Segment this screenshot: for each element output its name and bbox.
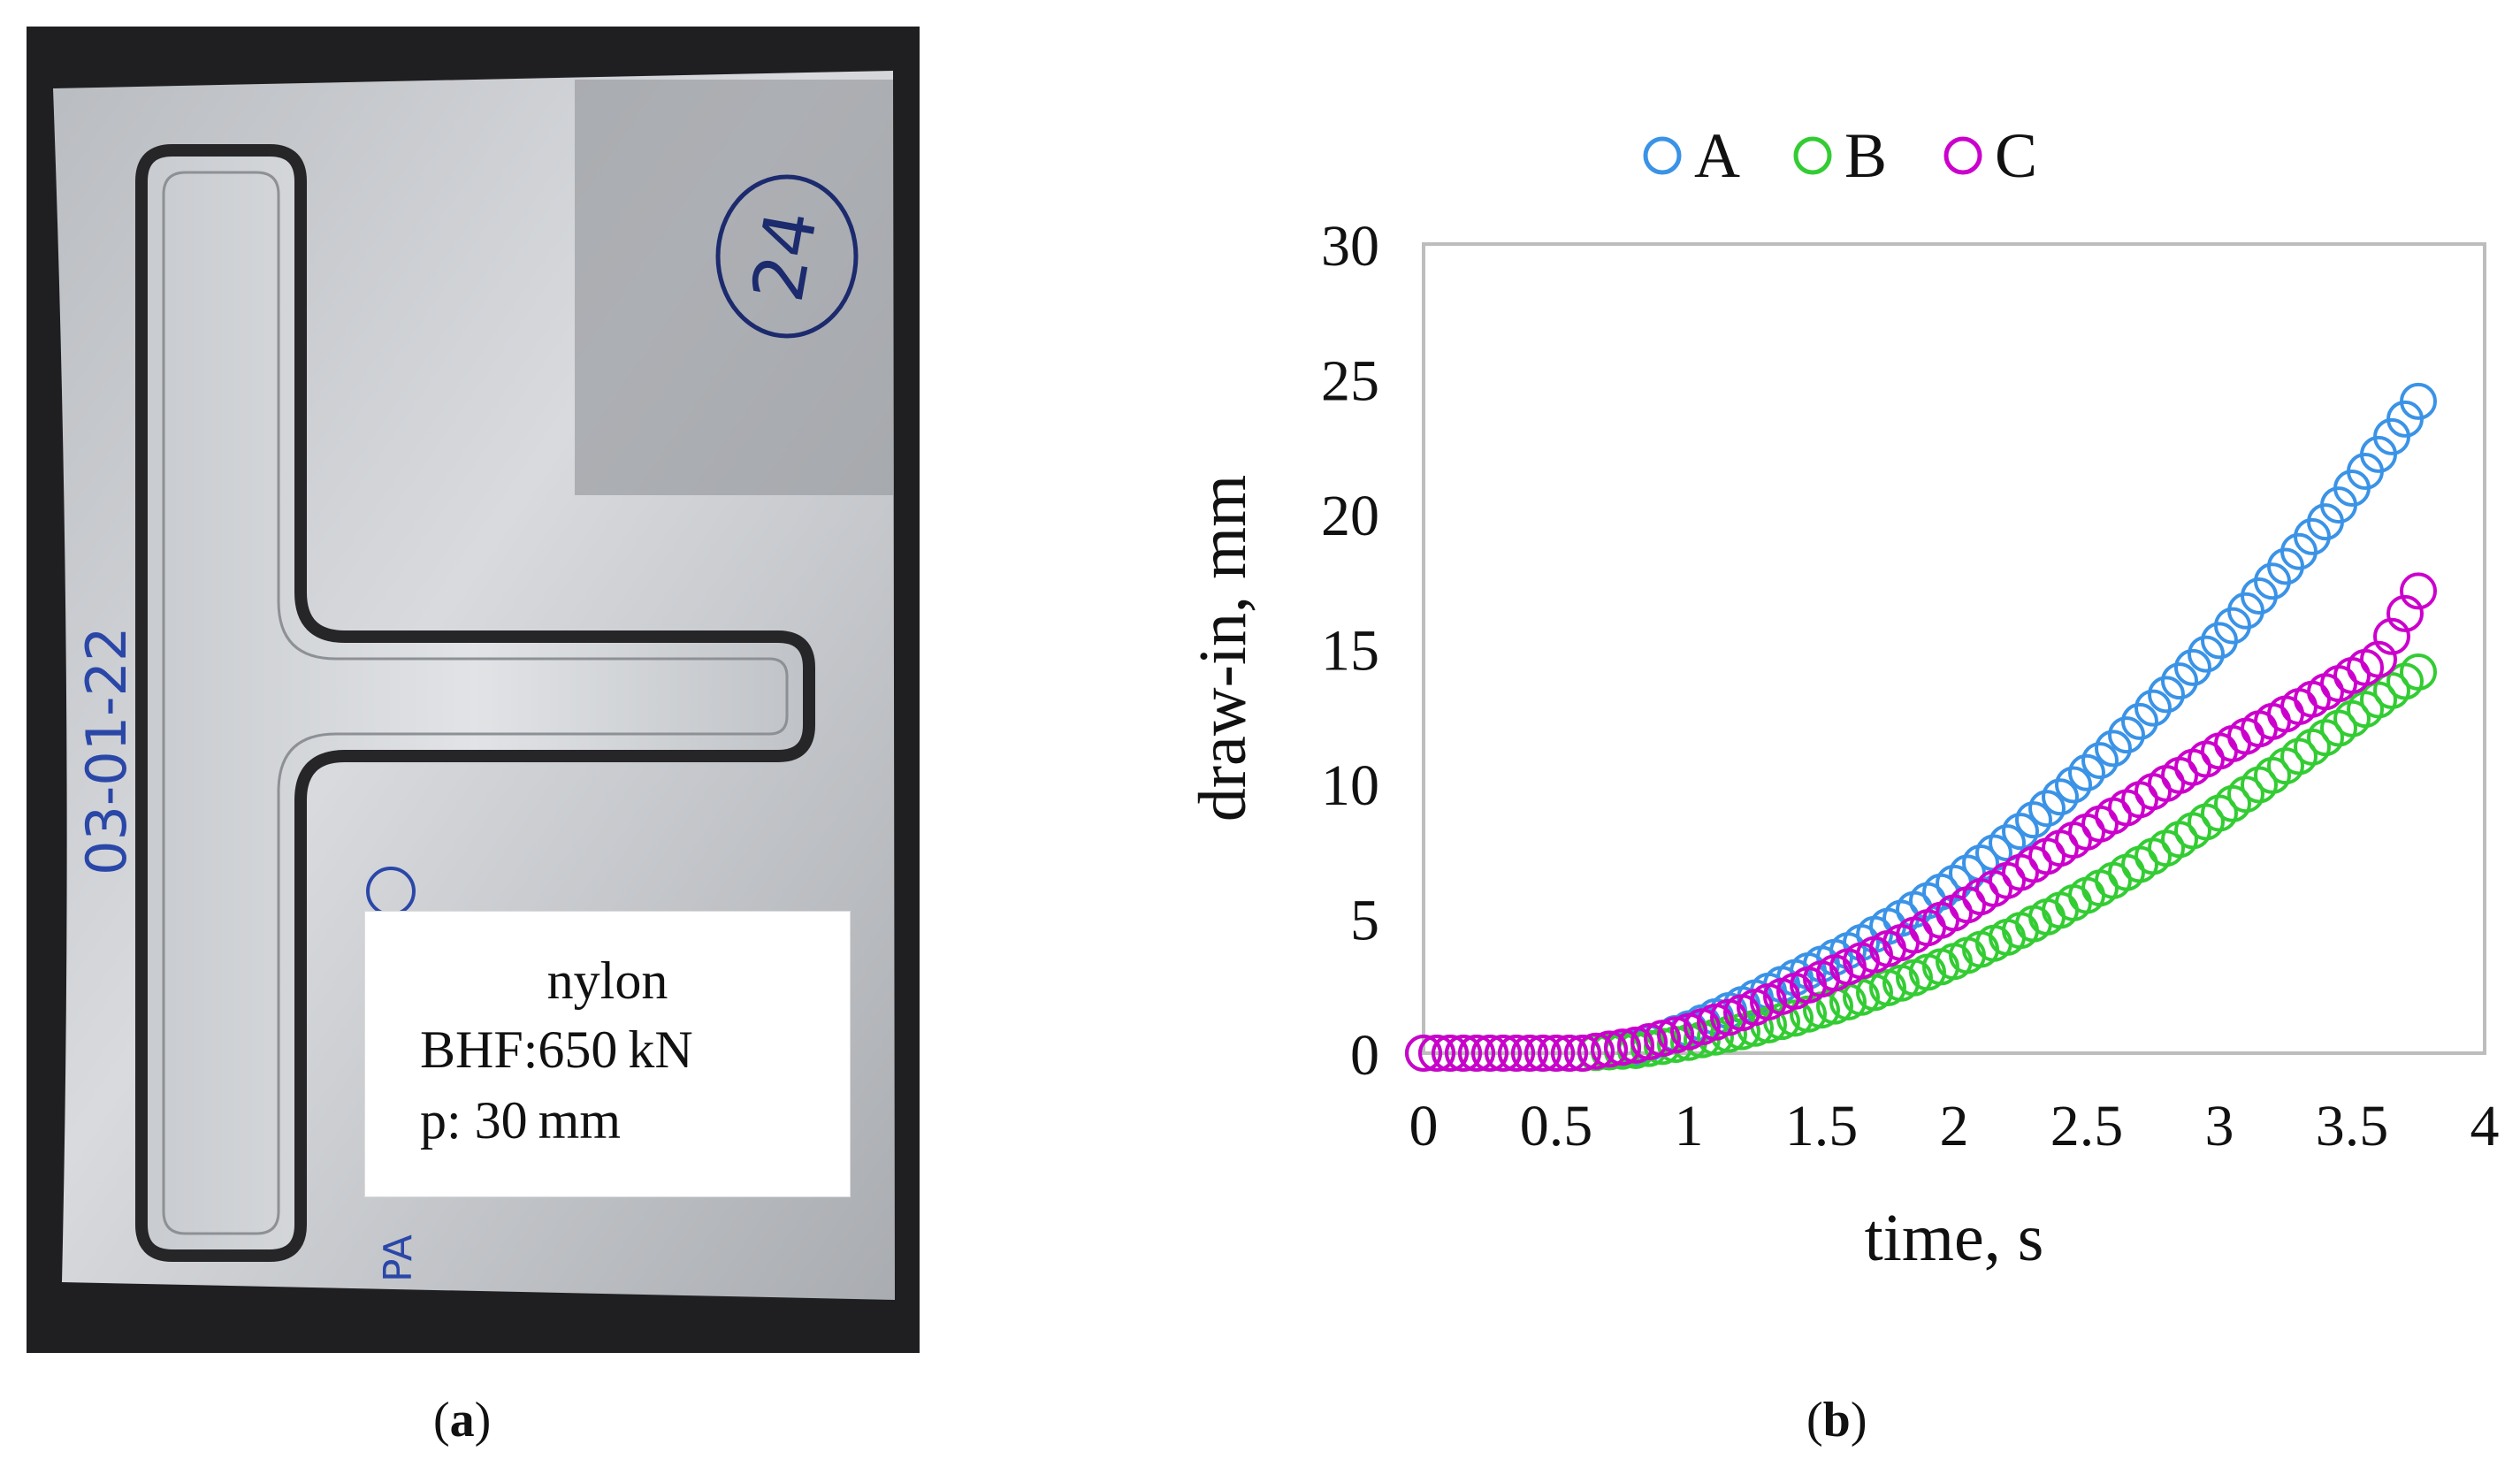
legend-label-a: A bbox=[1694, 120, 1740, 191]
legend-label-c: C bbox=[1995, 120, 2037, 191]
caption-b: (b) bbox=[1806, 1395, 1867, 1445]
point-b-22 bbox=[1697, 1018, 1734, 1056]
point-c-72 bbox=[2360, 640, 2397, 678]
legend: A B C bbox=[1643, 120, 2037, 191]
point-a-75 bbox=[2400, 382, 2437, 420]
plot-frame bbox=[1422, 242, 2486, 1055]
point-a-46 bbox=[2015, 801, 2052, 839]
draw-in-chart: 0 5 10 15 20 25 30 0 0.5 1 1.5 2 2.5 3 3.5 4 time, s d… bbox=[1186, 120, 2500, 1275]
point-b-75 bbox=[2400, 653, 2437, 691]
label-bhf: BHF:650 kN bbox=[420, 1020, 693, 1079]
y-tick-label-2: 10 bbox=[1321, 753, 1379, 818]
point-a-55 bbox=[2134, 689, 2172, 727]
point-c-12 bbox=[1564, 1035, 1601, 1072]
point-c-19 bbox=[1657, 1016, 1694, 1054]
specimen-label: nylon BHF:650 kN p: 30 mm bbox=[364, 911, 851, 1197]
caption-b-letter: b bbox=[1822, 1393, 1851, 1448]
point-c-3 bbox=[1445, 1035, 1482, 1072]
y-tick-labels: 0 5 10 15 20 25 30 bbox=[1321, 214, 1379, 1088]
t-cup-inner-edge bbox=[162, 171, 789, 1235]
point-c-9 bbox=[1524, 1035, 1562, 1072]
point-a-50 bbox=[2068, 753, 2105, 791]
x-tick-label-7: 3.5 bbox=[2316, 1094, 2389, 1158]
point-a-52 bbox=[2095, 730, 2132, 768]
x-tick-label-5: 2.5 bbox=[2050, 1094, 2124, 1158]
x-tick-label-2: 1 bbox=[1675, 1094, 1704, 1158]
point-a-58 bbox=[2174, 648, 2211, 686]
y-tick-label-0: 0 bbox=[1350, 1023, 1379, 1088]
point-c-7 bbox=[1498, 1035, 1535, 1072]
point-c-6 bbox=[1485, 1035, 1522, 1072]
point-c-8 bbox=[1511, 1035, 1548, 1072]
point-c-73 bbox=[2373, 617, 2410, 655]
point-a-54 bbox=[2121, 702, 2158, 740]
point-a-59 bbox=[2188, 635, 2225, 673]
legend-marker-b bbox=[1793, 136, 1832, 175]
y-tick-label-4: 20 bbox=[1321, 484, 1379, 548]
caption-a-open: ( bbox=[433, 1393, 450, 1448]
x-tick-label-0: 0 bbox=[1409, 1094, 1439, 1158]
label-material: nylon bbox=[546, 951, 668, 1010]
t-cup-outline bbox=[135, 144, 815, 1262]
panel-a: 24 03-01-22 PA nylon BHF:650 kN p: 30 mm bbox=[27, 27, 920, 1353]
label-p: p: 30 mm bbox=[420, 1091, 622, 1150]
point-c-5 bbox=[1471, 1035, 1508, 1072]
point-a-48 bbox=[2042, 778, 2079, 816]
y-tick-label-3: 15 bbox=[1321, 619, 1379, 684]
point-a-57 bbox=[2161, 662, 2198, 700]
y-tick-label-1: 5 bbox=[1350, 889, 1379, 953]
point-c-14 bbox=[1591, 1030, 1628, 1068]
point-c-4 bbox=[1458, 1035, 1495, 1072]
point-c-17 bbox=[1630, 1023, 1668, 1061]
point-c-18 bbox=[1644, 1020, 1681, 1058]
series-layer bbox=[1405, 382, 2437, 1072]
x-tick-label-8: 4 bbox=[2470, 1094, 2500, 1158]
point-a-45 bbox=[2002, 813, 2039, 851]
caption-a-close: ) bbox=[474, 1393, 492, 1448]
x-tick-label-3: 1.5 bbox=[1785, 1094, 1859, 1158]
point-a-56 bbox=[2148, 676, 2185, 714]
point-c-15 bbox=[1604, 1028, 1641, 1066]
series-c bbox=[1405, 572, 2437, 1072]
circled-number: 24 bbox=[737, 204, 833, 307]
caption-a-letter: a bbox=[449, 1393, 475, 1448]
point-c-2 bbox=[1432, 1035, 1469, 1072]
x-tick-labels: 0 0.5 1 1.5 2 2.5 3 3.5 4 bbox=[1409, 1094, 2500, 1158]
caption-b-open: ( bbox=[1806, 1393, 1823, 1448]
legend-marker-a bbox=[1643, 136, 1682, 175]
x-tick-label-4: 2 bbox=[1940, 1094, 1969, 1158]
point-a-49 bbox=[2055, 766, 2092, 804]
handwritten-note: PA bbox=[376, 1234, 421, 1282]
point-c-10 bbox=[1538, 1035, 1575, 1072]
legend-marker-c bbox=[1943, 136, 1982, 175]
circled-number-ring bbox=[715, 174, 859, 339]
point-c-75 bbox=[2400, 572, 2437, 610]
y-tick-label-5: 25 bbox=[1321, 349, 1379, 414]
point-c-0 bbox=[1405, 1035, 1442, 1072]
point-c-1 bbox=[1418, 1035, 1455, 1072]
point-a-53 bbox=[2108, 716, 2145, 754]
point-b-23 bbox=[1710, 1015, 1747, 1053]
point-c-13 bbox=[1577, 1032, 1615, 1070]
point-c-74 bbox=[2386, 594, 2424, 632]
point-a-47 bbox=[2028, 790, 2066, 828]
x-tick-label-6: 3 bbox=[2205, 1094, 2234, 1158]
y-axis-label: draw-in, mm bbox=[1186, 475, 1260, 822]
x-axis-label: time, s bbox=[1865, 1201, 2044, 1275]
point-a-51 bbox=[2081, 742, 2119, 780]
y-tick-label-6: 30 bbox=[1321, 214, 1379, 279]
handwritten-date: 03-01-22 bbox=[74, 627, 139, 875]
legend-label-b: B bbox=[1844, 120, 1887, 191]
sheet-shadow bbox=[575, 80, 893, 495]
point-c-11 bbox=[1551, 1035, 1588, 1072]
point-c-16 bbox=[1617, 1026, 1654, 1064]
x-tick-label-1: 0.5 bbox=[1520, 1094, 1593, 1158]
caption-a: (a) bbox=[433, 1395, 491, 1445]
caption-b-close: ) bbox=[1850, 1393, 1867, 1448]
